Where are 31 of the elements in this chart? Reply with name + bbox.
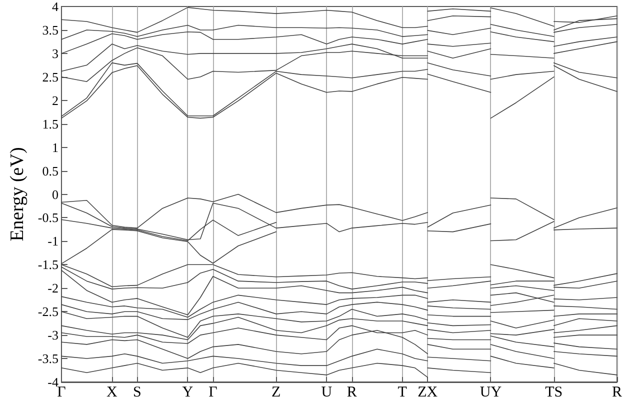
x-tick-label: Γ xyxy=(57,384,66,400)
x-tick-label: S xyxy=(133,384,142,400)
y-tick-label: 1 xyxy=(52,140,58,155)
x-tick-label: Y xyxy=(182,384,194,400)
y-tick-label: 0.5 xyxy=(42,163,58,178)
x-tick-label: U xyxy=(321,384,332,400)
y-tick-label: 3 xyxy=(52,46,58,61)
y-tick-label: 2.5 xyxy=(42,69,58,84)
x-tick-label: R xyxy=(612,384,622,400)
x-tick-label: X xyxy=(106,384,118,400)
y-tick-label: 1.5 xyxy=(42,116,58,132)
y-axis-title: Energy (eV) xyxy=(7,147,28,242)
y-tick-label: -2.5 xyxy=(38,304,58,320)
y-tick-label: -1 xyxy=(48,234,58,249)
y-tick-label: 0 xyxy=(52,186,58,202)
y-tick-label: -3 xyxy=(48,328,58,343)
x-tick-label: TS xyxy=(545,384,563,400)
x-tick-label: ZX xyxy=(418,384,438,400)
x-tick-label: R xyxy=(346,384,357,400)
y-tick-label: 2 xyxy=(52,92,58,108)
y-tick-label: -2 xyxy=(48,280,58,296)
x-tick-label: UY xyxy=(480,384,502,400)
x-tick-label: Γ xyxy=(208,384,218,400)
y-tick-label: -3.5 xyxy=(38,351,58,366)
y-tick-label: -1.5 xyxy=(38,257,58,272)
y-tick-label: -0.5 xyxy=(38,210,58,226)
y-tick-label: 3.5 xyxy=(42,22,58,38)
y-tick-label: -4 xyxy=(48,374,59,390)
x-tick-label: T xyxy=(398,384,407,400)
x-tick-label: Z xyxy=(272,384,281,400)
y-tick-label: 4 xyxy=(52,0,59,14)
